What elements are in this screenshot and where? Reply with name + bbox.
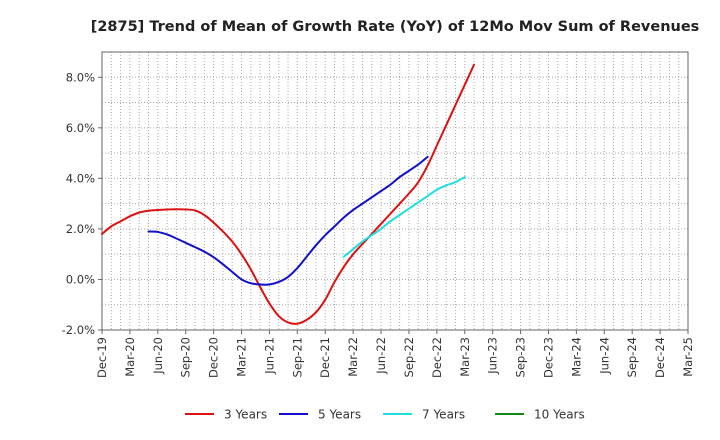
x-tick-label: Mar-25 xyxy=(681,337,695,377)
x-tick-label: Sep-21 xyxy=(290,337,304,377)
x-tick-label: Mar-20 xyxy=(123,337,137,377)
legend-label-7-years: 7 Years xyxy=(422,408,465,422)
y-tick-label: 8.0% xyxy=(66,70,95,84)
x-tick-label: Dec-23 xyxy=(541,337,555,378)
x-tick-label: Sep-23 xyxy=(514,337,528,377)
x-tick-label: Jun-22 xyxy=(374,337,388,375)
y-tick-label: 2.0% xyxy=(66,222,95,236)
legend-label-10-years: 10 Years xyxy=(534,408,585,422)
x-tick-label: Jun-21 xyxy=(262,337,276,375)
x-tick-label: Jun-20 xyxy=(151,337,165,375)
legend-label-3-years: 3 Years xyxy=(224,408,267,422)
legend-label-5-years: 5 Years xyxy=(318,408,361,422)
series-line-7-years xyxy=(342,176,466,258)
y-tick-label: 4.0% xyxy=(66,171,95,185)
x-tick-label: Jun-23 xyxy=(486,337,500,375)
x-tick-label: Dec-22 xyxy=(430,337,444,378)
x-tick-label: Sep-22 xyxy=(402,337,416,377)
y-tick-label: 6.0% xyxy=(66,121,95,135)
series-group xyxy=(101,63,476,325)
plot-frame xyxy=(101,51,689,331)
series-line-5-years xyxy=(147,155,429,286)
y-tick-label: -2.0% xyxy=(62,323,95,337)
x-tick-label: Jun-24 xyxy=(597,337,611,375)
x-tick-label: Mar-23 xyxy=(458,337,472,377)
grid xyxy=(102,52,688,330)
x-tick-label: Sep-24 xyxy=(625,337,639,377)
x-tick-label: Sep-20 xyxy=(179,337,193,377)
x-tick-label: Dec-24 xyxy=(653,337,667,378)
x-tick-label: Mar-21 xyxy=(235,337,249,377)
y-tick-label: 0.0% xyxy=(66,272,95,286)
x-axis: Dec-19 Mar-20 Jun-20 Sep-20 Dec-20 Mar-21 Jun-… xyxy=(95,330,695,378)
x-tick-label: Dec-21 xyxy=(318,337,332,378)
x-tick-label: Dec-20 xyxy=(207,337,221,378)
chart-title: [2875] Trend of Mean of Growth Rate (YoY… xyxy=(91,19,700,35)
x-tick-label: Mar-24 xyxy=(569,337,583,377)
series-line-3-years xyxy=(101,63,476,325)
legend: 3 Years 5 Years 7 Years 10 Years xyxy=(185,408,585,422)
y-axis: -2.0% 0.0% 2.0% 4.0% 6.0% 8.0% xyxy=(62,70,102,337)
x-tick-label: Mar-22 xyxy=(346,337,360,377)
x-tick-label: Dec-19 xyxy=(95,337,109,378)
